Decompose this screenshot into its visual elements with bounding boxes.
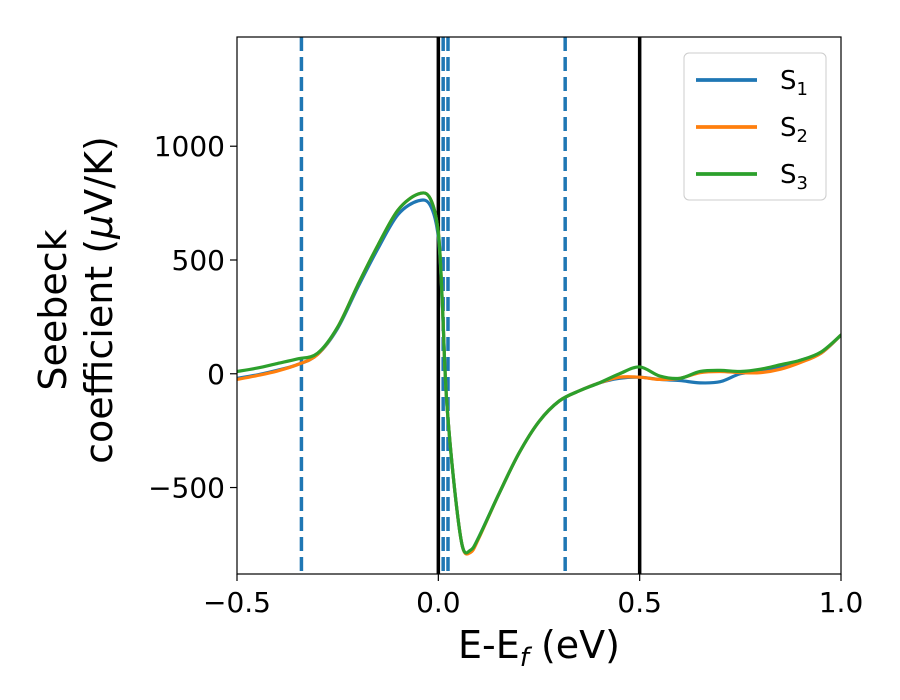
- y-tick-label: 500: [172, 244, 225, 277]
- series-line-s3: [237, 191, 841, 555]
- legend: S1 S2 S3: [683, 52, 827, 201]
- x-tick-label: −0.5: [203, 586, 271, 619]
- y-axis-label-line1: Seebeck: [31, 229, 75, 390]
- x-axis: −0.5 0.0 0.5 1.0: [203, 574, 863, 619]
- x-tick-label: 0.5: [617, 586, 662, 619]
- y-axis-label-line2: coefficient (μV/K): [77, 136, 121, 464]
- y-axis: −500 0 500 1000: [148, 130, 237, 505]
- x-tick-label: 0.0: [416, 586, 461, 619]
- y-tick-label: 1000: [154, 130, 225, 163]
- plot-frame: [236, 36, 842, 575]
- legend-label-s1: S1: [780, 66, 808, 100]
- series-lines: [237, 191, 841, 556]
- x-axis-label: E-Ef (eV): [458, 623, 620, 673]
- legend-label-s2: S2: [780, 113, 808, 147]
- y-tick-label: 0: [207, 358, 225, 391]
- legend-label-s3: S3: [780, 160, 808, 194]
- y-tick-label: −500: [148, 472, 225, 505]
- x-tick-label: 1.0: [819, 586, 864, 619]
